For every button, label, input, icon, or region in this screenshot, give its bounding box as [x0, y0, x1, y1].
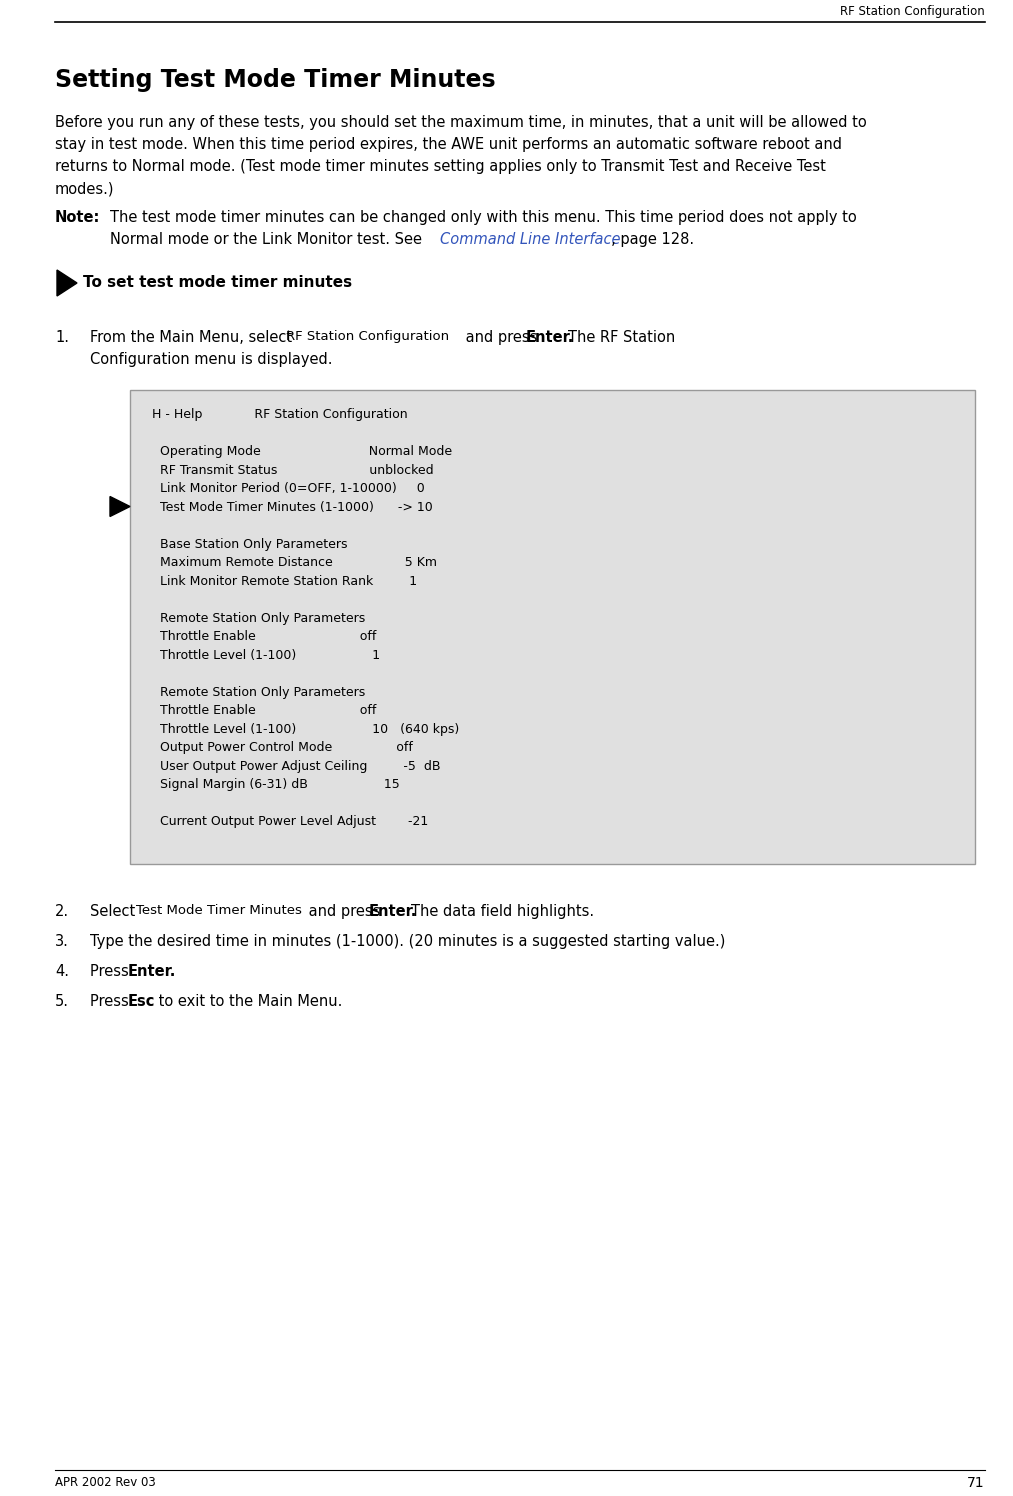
- Text: 2.: 2.: [55, 904, 69, 919]
- Text: RF Station Configuration: RF Station Configuration: [286, 331, 449, 343]
- Text: Note:: Note:: [55, 209, 100, 224]
- Text: Output Power Control Mode                off: Output Power Control Mode off: [144, 741, 413, 754]
- Text: stay in test mode. When this time period expires, the AWE unit performs an autom: stay in test mode. When this time period…: [55, 138, 842, 153]
- Text: RF Station Configuration: RF Station Configuration: [840, 4, 985, 18]
- Bar: [130, 390, 975, 865]
- Text: To set test mode timer minutes: To set test mode timer minutes: [83, 275, 353, 290]
- Text: Press: Press: [90, 993, 134, 1008]
- Text: 4.: 4.: [55, 963, 69, 978]
- Text: 1.: 1.: [55, 331, 69, 346]
- Text: Signal Margin (6-31) dB                   15: Signal Margin (6-31) dB 15: [144, 778, 400, 791]
- Text: APR 2002 Rev 03: APR 2002 Rev 03: [55, 1477, 156, 1489]
- Text: Press: Press: [90, 963, 134, 978]
- Text: Remote Station Only Parameters: Remote Station Only Parameters: [144, 612, 366, 624]
- Text: Before you run any of these tests, you should set the maximum time, in minutes, : Before you run any of these tests, you s…: [55, 115, 867, 130]
- Text: Link Monitor Period (0=OFF, 1-10000)     0: Link Monitor Period (0=OFF, 1-10000) 0: [144, 482, 424, 495]
- Text: Esc: Esc: [128, 993, 155, 1008]
- Text: and press: and press: [304, 904, 385, 919]
- Text: Link Monitor Remote Station Rank         1: Link Monitor Remote Station Rank 1: [144, 574, 417, 588]
- Text: The test mode timer minutes can be changed only with this menu. This time period: The test mode timer minutes can be chang…: [110, 209, 857, 224]
- Text: RF Transmit Status                       unblocked: RF Transmit Status unblocked: [144, 464, 434, 477]
- Polygon shape: [57, 269, 77, 296]
- Text: Remote Station Only Parameters: Remote Station Only Parameters: [144, 685, 366, 699]
- Text: 5.: 5.: [55, 993, 69, 1008]
- Text: Enter.: Enter.: [369, 904, 417, 919]
- Text: Throttle Enable                          off: Throttle Enable off: [144, 705, 377, 717]
- Text: returns to Normal mode. (Test mode timer minutes setting applies only to Transmi: returns to Normal mode. (Test mode timer…: [55, 159, 826, 174]
- Text: modes.): modes.): [55, 181, 114, 196]
- Text: Maximum Remote Distance                  5 Km: Maximum Remote Distance 5 Km: [144, 557, 437, 568]
- Text: Throttle Enable                          off: Throttle Enable off: [144, 630, 377, 643]
- Text: Enter.: Enter.: [128, 963, 176, 978]
- Text: H - Help             RF Station Configuration: H - Help RF Station Configuration: [144, 408, 407, 420]
- Text: Throttle Level (1-100)                   1: Throttle Level (1-100) 1: [144, 648, 380, 661]
- Text: Setting Test Mode Timer Minutes: Setting Test Mode Timer Minutes: [55, 67, 495, 91]
- Text: Normal mode or the Link Monitor test. See: Normal mode or the Link Monitor test. Se…: [110, 232, 426, 247]
- Text: Command Line Interface: Command Line Interface: [440, 232, 621, 247]
- Text: 3.: 3.: [55, 934, 69, 948]
- Text: Configuration menu is displayed.: Configuration menu is displayed.: [90, 352, 332, 367]
- Text: Select: Select: [90, 904, 140, 919]
- Text: 71: 71: [967, 1477, 985, 1490]
- Text: Test Mode Timer Minutes: Test Mode Timer Minutes: [136, 904, 302, 917]
- Polygon shape: [110, 497, 130, 516]
- Text: The RF Station: The RF Station: [568, 331, 676, 346]
- Text: User Output Power Adjust Ceiling         -5  dB: User Output Power Adjust Ceiling -5 dB: [144, 760, 441, 772]
- Text: Test Mode Timer Minutes (1-1000)      -> 10: Test Mode Timer Minutes (1-1000) -> 10: [144, 501, 433, 513]
- Text: Current Output Power Level Adjust        -21: Current Output Power Level Adjust -21: [144, 815, 428, 827]
- Text: Operating Mode                           Normal Mode: Operating Mode Normal Mode: [144, 444, 452, 458]
- Text: Enter.: Enter.: [526, 331, 574, 346]
- Text: Throttle Level (1-100)                   10   (640 kps): Throttle Level (1-100) 10 (640 kps): [144, 723, 459, 736]
- Text: Type the desired time in minutes (1-1000). (20 minutes is a suggested starting v: Type the desired time in minutes (1-1000…: [90, 934, 725, 948]
- Text: From the Main Menu, select: From the Main Menu, select: [90, 331, 297, 346]
- Text: to exit to the Main Menu.: to exit to the Main Menu.: [154, 993, 342, 1008]
- Text: The data field highlights.: The data field highlights.: [411, 904, 595, 919]
- Text: Base Station Only Parameters: Base Station Only Parameters: [144, 537, 347, 551]
- Text: and press: and press: [461, 331, 542, 346]
- Text: , page 128.: , page 128.: [588, 232, 694, 247]
